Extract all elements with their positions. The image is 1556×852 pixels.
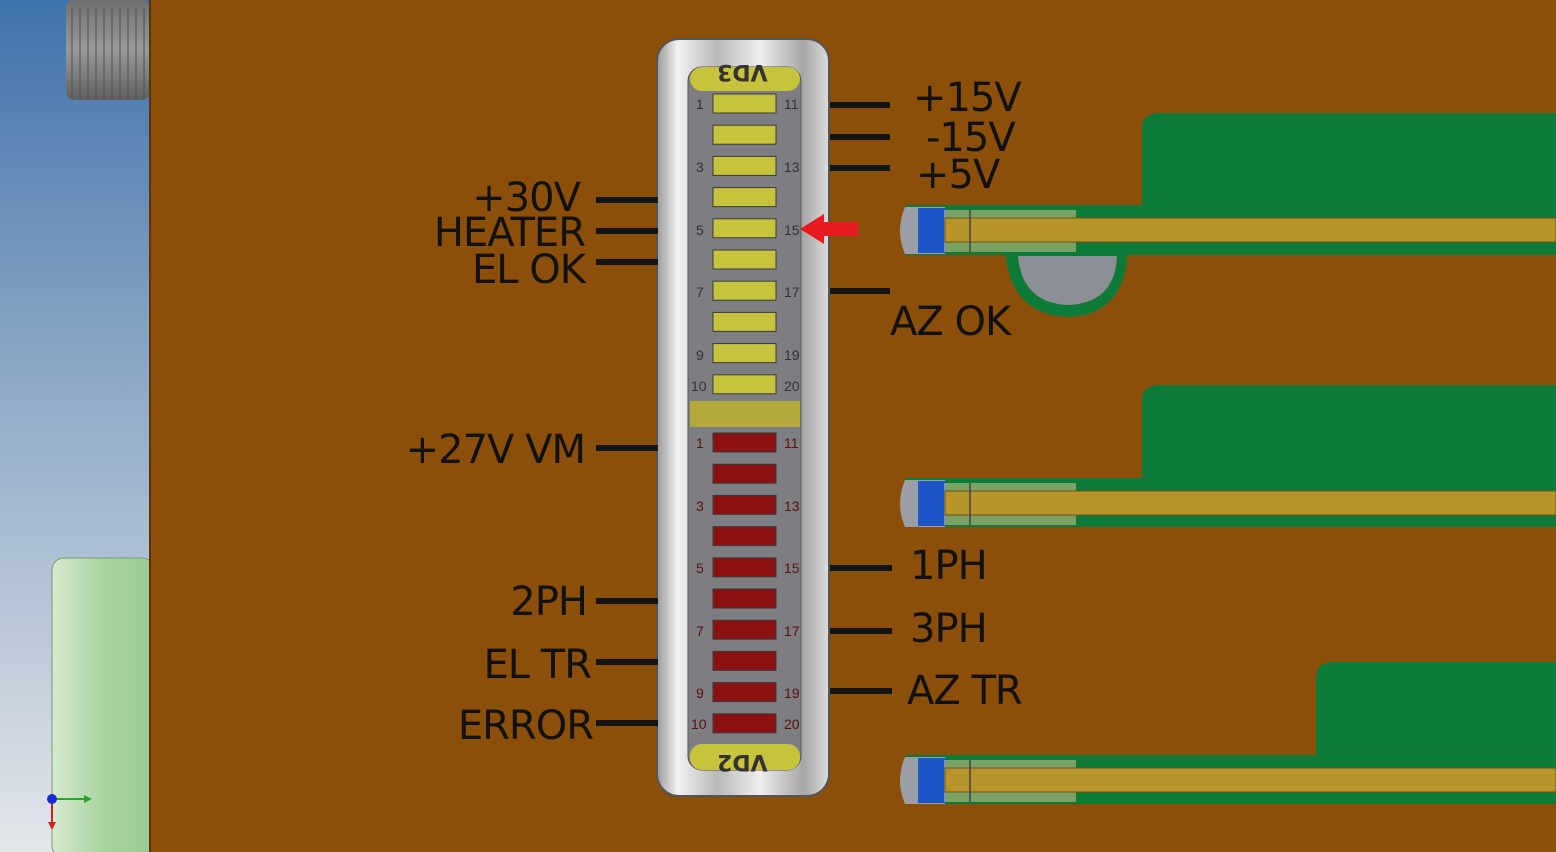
green-module-2	[900, 385, 1556, 527]
lower-led-4	[712, 526, 777, 547]
upper-led-1	[712, 93, 777, 114]
green-module-1	[900, 113, 1556, 317]
upper-pin-right-17: 17	[784, 284, 800, 300]
lower-pin-left-7: 7	[696, 623, 704, 639]
upper-pin-left-5: 5	[696, 222, 704, 238]
upper-led-7	[712, 280, 777, 301]
label-error: ERROR	[457, 703, 594, 749]
upper-pin-right-19: 19	[784, 347, 800, 363]
upper-bar-title: VD3	[717, 59, 768, 84]
upper-led-5	[712, 218, 777, 239]
red-arrow-left-icon	[800, 214, 858, 244]
lower-led-7	[712, 619, 777, 640]
label-az-tr: AZ TR	[907, 668, 1023, 714]
led-separator	[690, 401, 800, 427]
upper-pin-left-7: 7	[696, 284, 704, 300]
lower-led-1	[712, 432, 777, 453]
upper-led-9	[712, 343, 777, 364]
label-2ph: 2PH	[510, 579, 588, 625]
lower-led-5	[712, 557, 777, 578]
lower-pin-right-15: 15	[784, 560, 800, 576]
lower-pin-right-13: 13	[784, 498, 800, 514]
label-p5v: +5V	[916, 152, 1000, 198]
label-p30v: +30V	[472, 175, 581, 221]
label-heater: HEATER	[433, 210, 586, 256]
pale-green-cylinder	[51, 557, 155, 852]
label-m15v: -15V	[926, 115, 1016, 161]
green-module-3	[900, 662, 1556, 804]
ribbed-cylinder	[66, 0, 150, 100]
lower-pin-right-20: 20	[784, 716, 800, 732]
upper-led-2	[712, 124, 777, 145]
upper-pin-right-11: 11	[784, 96, 799, 112]
upper-led-10	[712, 374, 777, 395]
lower-pin-left-1: 1	[696, 435, 704, 451]
lower-pin-left-9: 9	[696, 685, 704, 701]
label-p15v: +15V	[913, 75, 1022, 121]
upper-led-6	[712, 249, 777, 270]
upper-pin-left-1: 1	[696, 96, 704, 112]
label-1ph: 1PH	[910, 543, 988, 589]
lower-pin-left-3: 3	[696, 498, 704, 514]
upper-led-8	[712, 311, 777, 332]
label-3ph: 3PH	[910, 606, 988, 652]
lower-led-3	[712, 494, 777, 515]
label-el-tr: EL TR	[483, 642, 593, 688]
lower-pin-left-5: 5	[696, 560, 704, 576]
upper-pin-right-20: 20	[784, 378, 800, 394]
lower-pin-right-11: 11	[784, 435, 799, 451]
lower-led-2	[712, 463, 777, 484]
coordinate-axis-icon	[47, 794, 92, 830]
upper-led-4	[712, 187, 777, 208]
lower-bar-title: VD2	[717, 749, 768, 774]
label-p27v-vm: +27V VM	[405, 427, 586, 473]
upper-pin-right-13: 13	[784, 159, 800, 175]
lower-led-10	[712, 713, 777, 734]
lower-pin-right-19: 19	[784, 685, 800, 701]
upper-pin-left-10: 10	[691, 378, 707, 394]
lower-led-8	[712, 650, 777, 671]
upper-pin-left-3: 3	[696, 159, 704, 175]
upper-led-group	[712, 93, 777, 395]
label-el-ok: EL OK	[472, 247, 586, 293]
upper-led-3	[712, 155, 777, 176]
lower-led-6	[712, 588, 777, 609]
upper-pin-left-9: 9	[696, 347, 704, 363]
label-az-ok: AZ OK	[890, 299, 1011, 345]
lower-pin-right-17: 17	[784, 623, 800, 639]
upper-pin-right-15: 15	[784, 222, 800, 238]
lower-led-group	[712, 432, 777, 734]
lower-led-9	[712, 682, 777, 703]
lower-pin-left-10: 10	[691, 716, 707, 732]
